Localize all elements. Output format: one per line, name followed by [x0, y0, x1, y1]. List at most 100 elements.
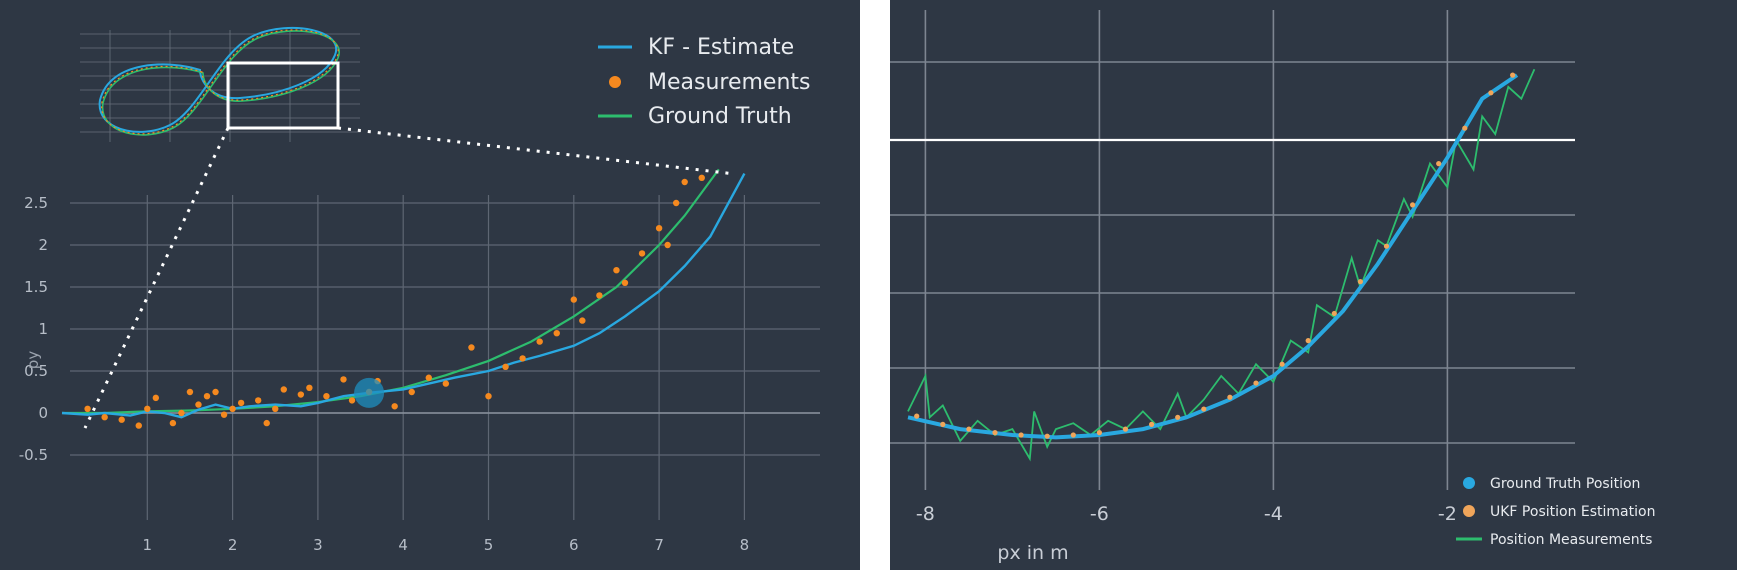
measurement-point	[348, 397, 356, 404]
x-tick-label: 8	[740, 536, 750, 554]
series-ground-truth-line	[62, 168, 720, 415]
measurement-point	[664, 241, 671, 249]
legend-swatch-ukf-estimation	[1463, 505, 1475, 517]
ukf-estimate-point	[1410, 202, 1416, 208]
zoom-connector-left	[83, 127, 230, 429]
measurement-point	[621, 279, 629, 286]
measurement-point	[442, 380, 450, 387]
ukf-estimate-point	[966, 426, 972, 432]
ukf-estimate-point	[1227, 394, 1233, 400]
x-tick-label: -6	[1090, 503, 1109, 525]
x-tick-label: -4	[1264, 503, 1283, 525]
measurement-point	[84, 405, 91, 412]
inset-overview	[78, 26, 368, 146]
measurement-point	[101, 414, 108, 421]
y-tick-label: 2	[38, 236, 48, 254]
measurement-point	[220, 411, 228, 418]
legend-label-kf-estimate: KF - Estimate	[648, 35, 794, 60]
ukf-estimate-point	[940, 421, 946, 427]
ukf-estimate-point	[1510, 72, 1516, 78]
measurement-point	[340, 376, 347, 383]
ukf-estimate-point	[1122, 426, 1129, 432]
zoom-connector-right	[337, 126, 736, 176]
y-tick-label: 1.5	[24, 278, 48, 296]
inset-measurement-path	[101, 29, 339, 135]
measurement-point	[408, 388, 415, 396]
legend-swatch-measurements	[609, 76, 621, 88]
legend-swatch-ground-truth-position	[1463, 477, 1475, 489]
measurement-point	[297, 391, 305, 398]
measurement-point	[681, 178, 688, 186]
measurement-point	[638, 250, 646, 257]
ukf-estimate-point	[1018, 432, 1024, 438]
measurement-point	[485, 393, 492, 400]
ukf-estimate-point	[1488, 90, 1494, 96]
inset-background	[78, 26, 368, 146]
x-axis-title: px in m	[997, 542, 1068, 564]
ukf-estimate-point	[1201, 406, 1207, 412]
measurement-point	[212, 388, 219, 396]
y-tick-label: 2.5	[24, 194, 48, 212]
measurement-point	[237, 399, 245, 407]
x-tick-label: -2	[1438, 503, 1457, 525]
x-tick-label: 6	[569, 536, 579, 554]
measurement-point	[672, 199, 680, 207]
legend: KF - Estimate Measurements Ground Truth	[598, 35, 811, 129]
inset-estimate-path	[98, 27, 338, 133]
measurement-point	[178, 409, 185, 417]
measurement-point	[118, 416, 125, 423]
measurement-point	[263, 419, 270, 427]
legend-label-measurements: Measurements	[648, 70, 811, 95]
measurement-point	[536, 338, 543, 345]
ukf-estimate-point	[1305, 338, 1311, 344]
ukf-estimate-point	[1331, 310, 1337, 317]
measurement-point	[579, 317, 586, 324]
x-tick-label: 7	[654, 536, 664, 554]
ukf-estimate-point	[1279, 361, 1285, 367]
measurement-point	[229, 405, 236, 412]
legend-label-ground-truth-position: Ground Truth Position	[1490, 476, 1640, 492]
kf-chart-panel: 1 2 3 4 5 6 7 8 -0.5 0 0.5 1 1.5 2 2.5 py KF - Estimate M…	[0, 0, 860, 570]
measurement-point	[425, 374, 432, 381]
ukf-estimate-point	[1044, 433, 1050, 439]
measurement-point	[280, 386, 287, 393]
x-tick-label: 1	[143, 536, 153, 554]
measurement-point	[195, 401, 202, 408]
legend-label-ground-truth: Ground Truth	[648, 104, 792, 129]
measurement-point	[596, 292, 603, 299]
measurement-point	[570, 296, 577, 303]
measurement-point	[306, 384, 313, 391]
x-tick-label: 2	[228, 536, 238, 554]
measurement-point	[323, 393, 330, 400]
series-ground-truth-position-line	[907, 73, 1519, 440]
inset-zoom-box	[226, 61, 340, 130]
legend: Ground Truth Position UKF Position Estima…	[1456, 476, 1655, 548]
inset-truth-path	[102, 30, 340, 136]
measurement-point	[272, 405, 279, 412]
ukf-chart: -8 -6 -4 -2 px in m Ground Truth Position UKF …	[890, 10, 1655, 564]
y-axis-title: py	[24, 351, 42, 370]
ukf-estimate-point	[1436, 161, 1442, 167]
x-tick-label: 4	[398, 536, 408, 554]
ukf-estimate-point	[1096, 430, 1102, 436]
series-position-measurements-line	[907, 68, 1536, 462]
measurement-point	[144, 405, 151, 412]
ukf-estimate-point	[1462, 125, 1468, 131]
measurement-point	[502, 363, 509, 370]
ukf-estimate-point	[1175, 414, 1181, 420]
measurement-point	[152, 394, 160, 402]
y-tick-label: -0.5	[19, 446, 48, 464]
x-tick-label: 5	[484, 536, 494, 554]
ukf-estimate-point	[1357, 279, 1363, 285]
measurement-point	[186, 388, 194, 396]
measurement-point	[613, 267, 620, 274]
measurement-point	[169, 419, 177, 427]
measurement-point	[203, 393, 211, 400]
ukf-estimate-point	[1149, 421, 1155, 427]
y-tick-label: 0	[38, 404, 48, 422]
ukf-estimate-point	[1253, 380, 1259, 386]
measurement-point	[468, 344, 475, 351]
x-tick-label: 3	[313, 536, 323, 554]
ukf-estimate-point	[1383, 243, 1390, 249]
measurement-point	[553, 330, 560, 337]
